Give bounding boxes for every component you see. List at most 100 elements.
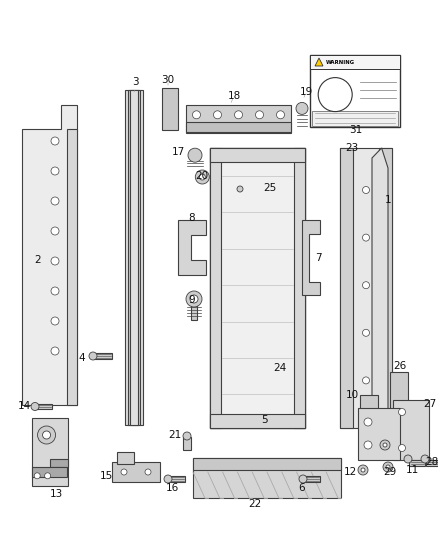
Bar: [426, 460, 438, 466]
Circle shape: [386, 465, 390, 469]
Bar: [379, 148, 392, 428]
Bar: [390, 372, 408, 412]
Bar: [191, 305, 197, 320]
Text: 22: 22: [248, 499, 261, 509]
Text: 29: 29: [383, 467, 397, 477]
Circle shape: [42, 431, 50, 439]
Bar: [117, 452, 134, 464]
Circle shape: [38, 426, 56, 444]
Circle shape: [31, 402, 39, 410]
Bar: [304, 476, 320, 482]
Circle shape: [121, 469, 127, 475]
Text: 11: 11: [406, 465, 419, 475]
Text: 26: 26: [393, 361, 406, 371]
Text: 9: 9: [189, 295, 195, 305]
Text: 27: 27: [424, 399, 437, 409]
Circle shape: [51, 347, 59, 355]
Text: WARNING: WARNING: [326, 61, 355, 66]
Circle shape: [380, 440, 390, 450]
Bar: [193, 458, 341, 498]
Circle shape: [383, 462, 393, 472]
Text: 3: 3: [132, 77, 138, 87]
Bar: [393, 400, 429, 460]
Text: 24: 24: [273, 363, 286, 373]
Text: 18: 18: [227, 91, 240, 101]
Bar: [358, 408, 400, 460]
Bar: [340, 148, 392, 428]
Circle shape: [51, 317, 59, 325]
Text: 4: 4: [79, 353, 85, 363]
Text: 5: 5: [261, 415, 268, 425]
Text: 31: 31: [350, 125, 363, 135]
Circle shape: [234, 111, 243, 119]
Circle shape: [364, 418, 372, 426]
Bar: [310, 55, 400, 127]
Bar: [32, 418, 68, 486]
Bar: [340, 148, 353, 428]
Bar: [186, 105, 291, 133]
Bar: [50, 459, 68, 467]
Bar: [128, 90, 140, 425]
Circle shape: [51, 257, 59, 265]
Text: 1: 1: [385, 195, 391, 205]
Circle shape: [363, 234, 370, 241]
Circle shape: [318, 78, 352, 111]
Circle shape: [89, 352, 97, 360]
Circle shape: [237, 186, 243, 192]
Text: 30: 30: [162, 75, 175, 85]
Text: 28: 28: [425, 457, 438, 467]
Bar: [67, 129, 77, 405]
Bar: [131, 90, 138, 425]
Bar: [210, 148, 305, 162]
Bar: [186, 122, 291, 132]
Circle shape: [255, 111, 264, 119]
Circle shape: [195, 170, 209, 184]
Circle shape: [399, 445, 406, 451]
Circle shape: [199, 174, 205, 180]
Circle shape: [188, 148, 202, 162]
Bar: [210, 148, 305, 428]
Circle shape: [183, 432, 191, 440]
Text: 15: 15: [99, 471, 113, 481]
Circle shape: [34, 473, 40, 479]
Text: 10: 10: [346, 390, 359, 400]
Bar: [94, 353, 112, 359]
Circle shape: [358, 465, 368, 475]
Polygon shape: [372, 148, 388, 428]
Polygon shape: [315, 58, 323, 66]
Bar: [125, 90, 143, 425]
Text: 13: 13: [49, 489, 63, 499]
Circle shape: [363, 282, 370, 289]
Bar: [112, 462, 160, 482]
Circle shape: [192, 111, 201, 119]
Bar: [312, 111, 398, 126]
Circle shape: [363, 187, 370, 193]
Text: 8: 8: [189, 213, 195, 223]
Circle shape: [164, 475, 172, 483]
Text: 20: 20: [195, 171, 208, 181]
Bar: [293, 148, 305, 428]
Circle shape: [276, 111, 285, 119]
Text: 14: 14: [18, 401, 31, 411]
Circle shape: [399, 408, 406, 416]
Text: 23: 23: [346, 143, 359, 153]
Text: 17: 17: [171, 147, 185, 157]
Circle shape: [190, 295, 198, 303]
Text: 25: 25: [263, 183, 277, 193]
Circle shape: [363, 329, 370, 336]
Bar: [193, 458, 341, 470]
Circle shape: [421, 455, 429, 463]
Circle shape: [51, 137, 59, 145]
Text: 16: 16: [166, 483, 179, 493]
Circle shape: [299, 475, 307, 483]
Circle shape: [213, 111, 222, 119]
Bar: [360, 395, 378, 430]
Bar: [210, 148, 221, 428]
Circle shape: [361, 468, 365, 472]
Polygon shape: [22, 105, 77, 405]
Circle shape: [145, 469, 151, 475]
Bar: [210, 414, 305, 428]
Text: 21: 21: [168, 430, 182, 440]
Bar: [310, 55, 400, 69]
Polygon shape: [178, 220, 206, 275]
